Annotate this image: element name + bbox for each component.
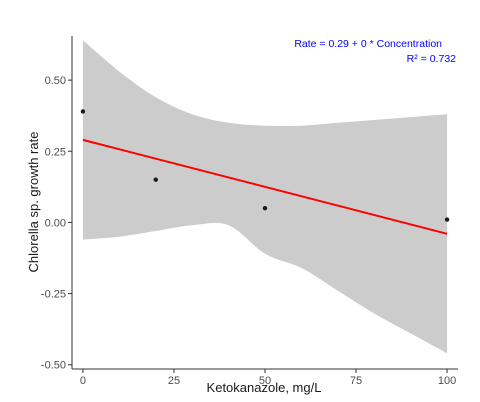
y-ticks: -0.50 -0.25 0.00 0.25 0.50 bbox=[41, 75, 72, 372]
x-tick-label: 0 bbox=[80, 375, 86, 387]
r-squared-annotation: R² = 0.732 bbox=[407, 53, 456, 65]
x-ticks: 0 25 50 75 100 bbox=[80, 369, 456, 387]
x-tick-label: 50 bbox=[259, 375, 271, 387]
regression-line bbox=[82, 138, 448, 235]
equation-annotation: Rate = 0.29 + 0 * Concentration bbox=[294, 38, 442, 50]
y-tick-label: -0.25 bbox=[41, 289, 66, 301]
points-layer bbox=[80, 109, 450, 222]
x-tick-label: 100 bbox=[438, 375, 456, 387]
data-point bbox=[444, 217, 450, 222]
x-axis-title: Ketokanazole, mg/L bbox=[207, 380, 322, 395]
y-tick-label: 0.50 bbox=[45, 75, 66, 87]
x-tick-label: 75 bbox=[350, 375, 362, 387]
y-axis-title: Chlorella sp. growth rate bbox=[26, 132, 41, 273]
data-point bbox=[262, 205, 268, 211]
confidence-band-layer bbox=[82, 40, 448, 354]
data-point bbox=[153, 177, 158, 182]
confidence-band bbox=[82, 40, 448, 354]
y-tick-label: -0.50 bbox=[41, 360, 66, 372]
x-tick-label: 25 bbox=[168, 375, 180, 387]
data-point bbox=[80, 109, 86, 114]
fit-line-layer bbox=[82, 138, 448, 235]
y-tick-label: 0.00 bbox=[45, 217, 66, 229]
y-tick-label: 0.25 bbox=[45, 146, 66, 158]
